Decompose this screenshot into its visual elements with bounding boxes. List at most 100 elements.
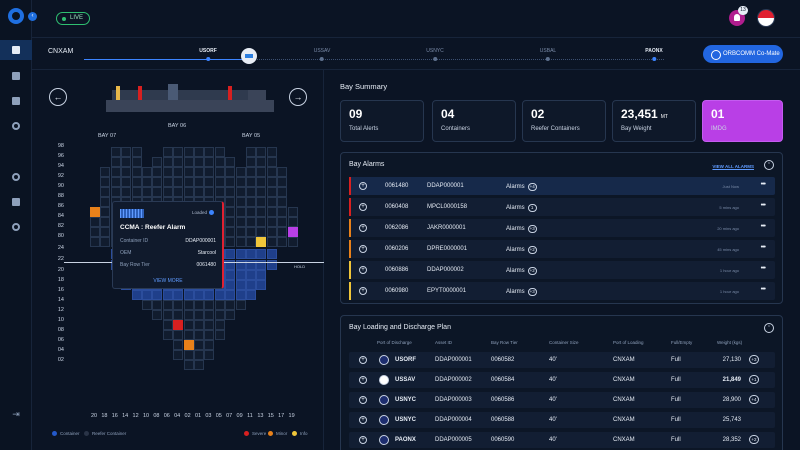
container-slot[interactable] (225, 260, 236, 270)
container-slot[interactable] (266, 260, 277, 270)
container-slot[interactable] (100, 207, 111, 217)
container-slot[interactable] (131, 187, 142, 197)
container-slot[interactable] (194, 157, 204, 167)
container-slot[interactable] (121, 187, 132, 197)
dashboard-nav-icon[interactable] (0, 66, 32, 86)
container-slot[interactable] (287, 217, 298, 227)
container-slot[interactable] (256, 197, 267, 207)
container-slot[interactable] (183, 167, 194, 177)
container-slot[interactable] (235, 270, 246, 280)
container-slot[interactable] (173, 340, 184, 350)
container-slot[interactable] (246, 147, 256, 157)
container-slot[interactable] (235, 177, 246, 187)
container-slot[interactable] (162, 157, 173, 167)
alarm-row[interactable]: +0060408 MPCL0000158 Alarms 1 5 mins ago ••• (349, 198, 775, 216)
container-slot[interactable] (235, 290, 246, 300)
container-slot[interactable] (142, 300, 152, 310)
container-slot[interactable] (235, 300, 246, 310)
expand-icon[interactable]: + (359, 416, 367, 424)
container-slot[interactable] (246, 217, 256, 227)
container-slot[interactable] (131, 157, 142, 167)
container-slot[interactable] (90, 237, 100, 247)
container-slot[interactable] (246, 280, 256, 290)
container-slot[interactable] (100, 237, 111, 247)
previous-bay-button[interactable]: ← (49, 88, 67, 106)
containers-nav-icon[interactable] (0, 91, 32, 111)
col-asset-id[interactable]: Asset ID (435, 340, 453, 345)
container-slot[interactable] (256, 217, 267, 227)
container-slot[interactable] (235, 187, 246, 197)
container-slot[interactable] (214, 157, 225, 167)
container-slot[interactable] (183, 360, 194, 370)
container-slot[interactable] (173, 290, 184, 300)
container-slot[interactable] (256, 280, 267, 290)
container-slot[interactable] (266, 207, 277, 217)
container-slot[interactable] (142, 167, 152, 177)
container-slot[interactable] (162, 310, 173, 320)
col-port-of-discharge[interactable]: Port of Discharge (377, 340, 412, 345)
collapse-alarms-button[interactable]: ⌃ (764, 160, 774, 170)
container-slot[interactable] (266, 157, 277, 167)
route-stop-usorf[interactable]: USORF (199, 48, 217, 61)
container-slot[interactable] (152, 300, 163, 310)
container-slot[interactable] (121, 157, 132, 167)
container-slot[interactable] (225, 197, 236, 207)
container-slot[interactable] (246, 207, 256, 217)
singapore-flag-icon[interactable] (757, 9, 775, 27)
expand-icon[interactable]: + (359, 287, 367, 295)
container-slot[interactable] (256, 187, 267, 197)
route-stop-usnyc[interactable]: USNYC (426, 48, 444, 61)
container-slot[interactable] (277, 197, 288, 207)
container-slot[interactable] (235, 249, 246, 259)
container-slot[interactable] (183, 177, 194, 187)
alarm-container-slot[interactable] (90, 207, 100, 217)
container-slot[interactable] (162, 330, 173, 340)
container-slot[interactable] (204, 177, 215, 187)
container-slot[interactable] (235, 167, 246, 177)
next-bay-button[interactable]: → (289, 88, 307, 106)
col-container-size[interactable]: Container Size (549, 340, 579, 345)
container-slot[interactable] (235, 227, 246, 237)
container-slot[interactable] (256, 167, 267, 177)
container-slot[interactable] (194, 290, 204, 300)
container-slot[interactable] (121, 147, 132, 157)
container-slot[interactable] (256, 177, 267, 187)
container-slot[interactable] (183, 157, 194, 167)
camera-nav-icon[interactable] (0, 192, 32, 212)
alarm-row[interactable]: +0062086 JAKR0000001 Alarms +3 20 mins ago ••… (349, 219, 775, 237)
container-slot[interactable] (204, 350, 215, 360)
container-slot[interactable] (256, 207, 267, 217)
container-slot[interactable] (225, 290, 236, 300)
container-slot[interactable] (246, 270, 256, 280)
container-slot[interactable] (256, 227, 267, 237)
container-slot[interactable] (173, 177, 184, 187)
container-slot[interactable] (256, 260, 267, 270)
container-slot[interactable] (194, 340, 204, 350)
container-slot[interactable] (183, 147, 194, 157)
container-slot[interactable] (90, 227, 100, 237)
container-slot[interactable] (225, 249, 236, 259)
container-slot[interactable] (204, 310, 215, 320)
container-slot[interactable] (256, 249, 267, 259)
expand-icon[interactable]: + (359, 245, 367, 253)
container-slot[interactable] (162, 147, 173, 157)
alarm-row[interactable]: +0061480 DDAP000001 Alarms +4 Just Now ••• (349, 177, 775, 195)
container-slot[interactable] (277, 167, 288, 177)
container-slot[interactable] (204, 290, 215, 300)
container-slot[interactable] (225, 217, 236, 227)
more-options-icon[interactable]: ••• (760, 202, 766, 209)
container-slot[interactable] (256, 157, 267, 167)
container-slot[interactable] (225, 187, 236, 197)
container-slot[interactable] (121, 177, 132, 187)
expand-icon[interactable]: + (359, 376, 367, 384)
col-bay-row-tier[interactable]: Bay Row Tier (491, 340, 518, 345)
container-slot[interactable] (110, 157, 121, 167)
route-stop-paonx[interactable]: PAONX (645, 48, 663, 61)
more-options-icon[interactable]: ••• (760, 223, 766, 230)
container-slot[interactable] (100, 177, 111, 187)
loading-plan-row[interactable]: + PAONX DDAP000005 0060590 40' CNXAM Full 28,35… (349, 432, 775, 448)
container-slot[interactable] (90, 217, 100, 227)
container-slot[interactable] (173, 330, 184, 340)
container-slot[interactable] (162, 187, 173, 197)
container-slot[interactable] (246, 260, 256, 270)
